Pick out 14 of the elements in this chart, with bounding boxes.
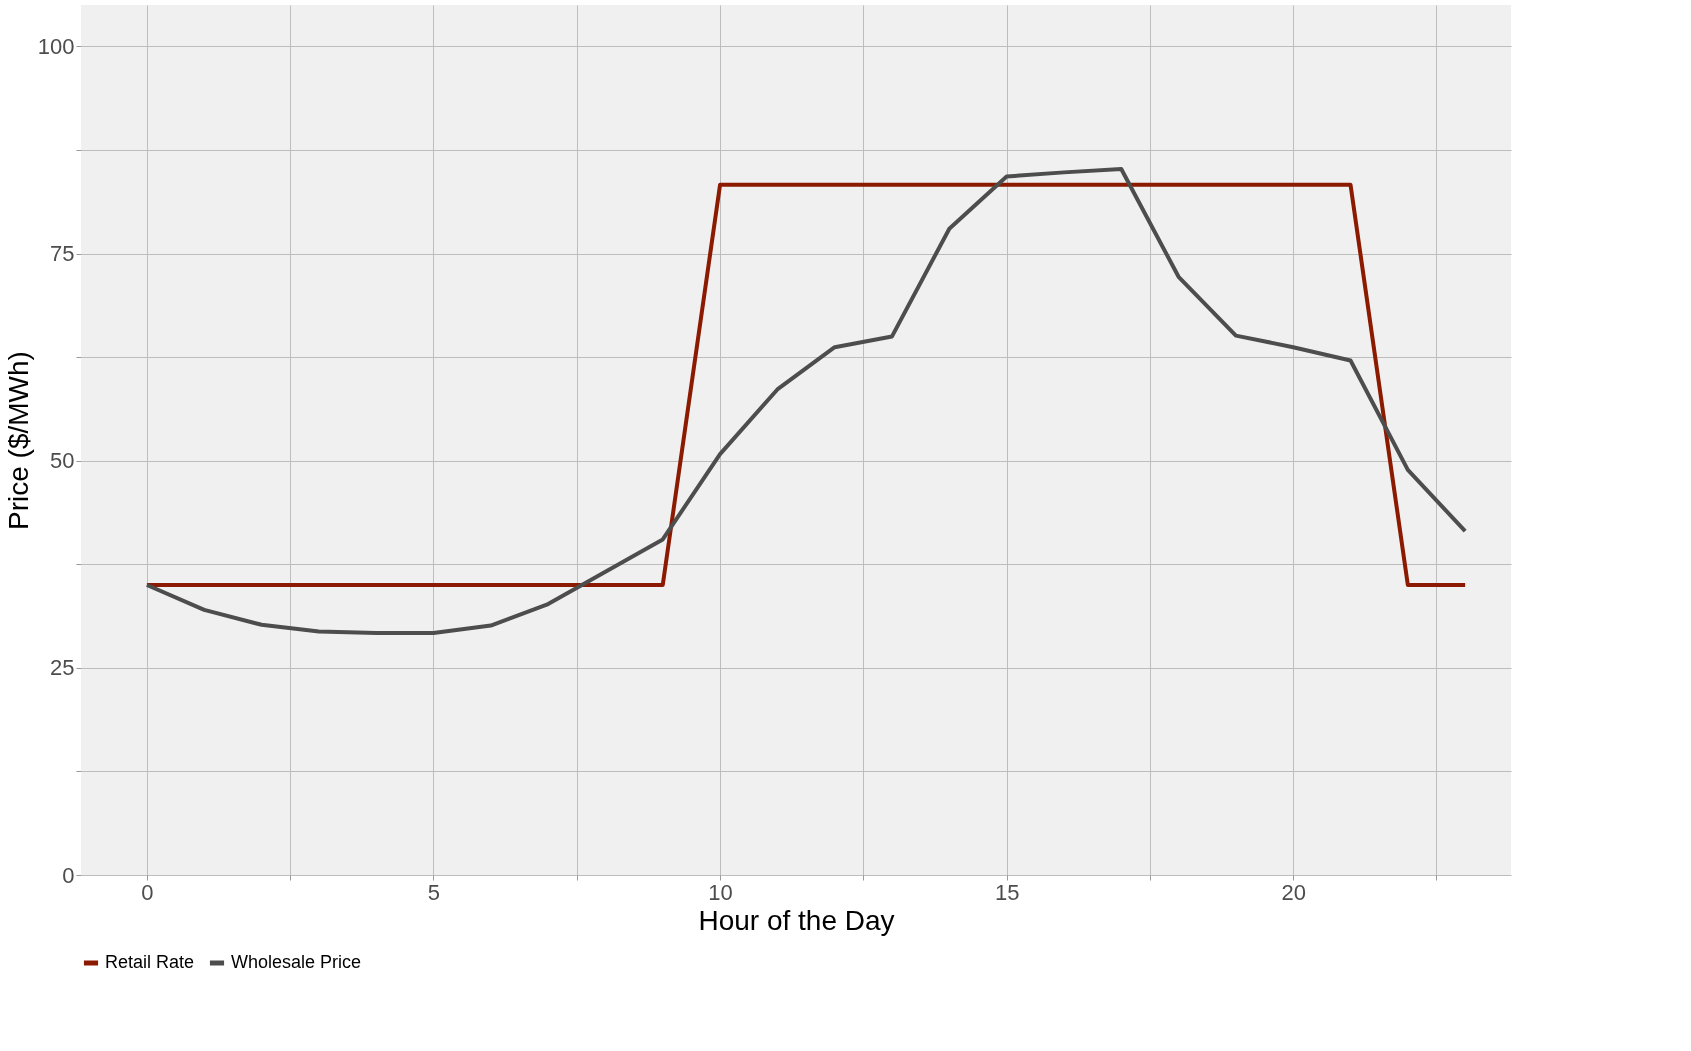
y-tick-label: 100 [37,33,75,59]
y-tick-label: 75 [50,241,75,267]
x-tick-label: 0 [141,879,154,905]
y-tick-label: 50 [50,448,75,474]
legend-label: Retail Rate [105,952,195,972]
x-tick-label: 20 [1281,879,1306,905]
x-axis-title: Hour of the Day [698,904,895,936]
y-tick-label: 0 [62,862,75,888]
x-tick-label: 15 [994,879,1020,905]
y-tick-label: 25 [50,655,75,681]
x-tick-label: 10 [708,879,733,905]
y-axis-title: Price ($/MWh) [2,351,34,530]
legend-label: Wholesale Price [231,952,362,972]
x-tick-label: 5 [427,879,441,905]
